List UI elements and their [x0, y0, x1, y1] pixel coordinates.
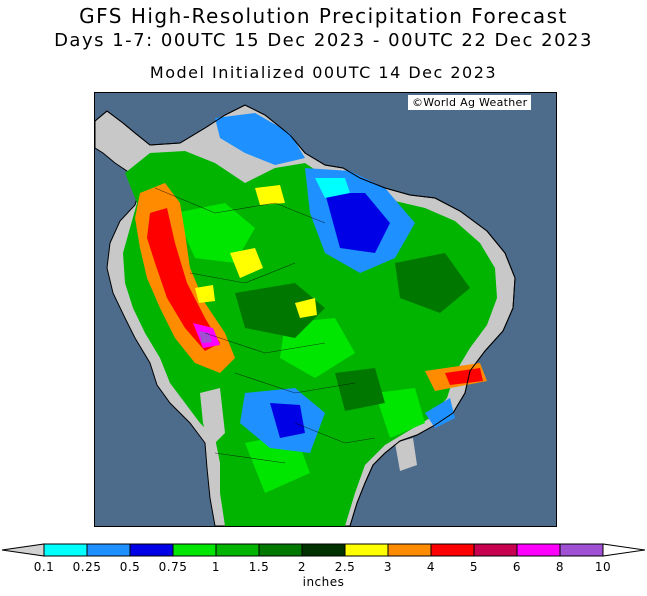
legend-swatch — [344, 543, 389, 557]
rain-darkgreen-3 — [335, 368, 385, 411]
legend-swatch — [559, 543, 604, 557]
rain-darkblue-amazon — [325, 193, 390, 253]
legend-swatch — [516, 543, 561, 557]
legend-tick-label: 2.5 — [335, 560, 356, 574]
legend-tick-label: 10 — [595, 560, 611, 574]
land-dry-south-2 — [395, 438, 417, 471]
legend-tick-label: 0.75 — [159, 560, 188, 574]
rain-yellow-3 — [295, 298, 317, 318]
rain-cyan-amazon — [315, 178, 350, 198]
rain-blue-east — [425, 398, 455, 428]
rain-yellow-2 — [255, 185, 285, 205]
forecast-period: Days 1-7: 00UTC 15 Dec 2023 - 00UTC 22 D… — [54, 30, 593, 51]
legend-swatch — [258, 543, 303, 557]
legend-above-arrow — [602, 543, 646, 557]
map-canvas — [95, 104, 516, 526]
rain-blue-north — [215, 113, 305, 165]
credit-label: ©World Ag Weather — [408, 95, 532, 110]
legend-colorbar: 0.1 0.25 0.5 0.75 1 1.5 2 2.5 3 4 5 6 8 10 inches — [1, 543, 646, 589]
precipitation-legend: 0.1 0.25 0.5 0.75 1 1.5 2 2.5 3 4 5 6 8 10 inches — [0, 540, 647, 596]
precipitation-map: ©World Ag Weather — [94, 92, 557, 527]
chart-title: GFS High-Resolution Precipitation Foreca… — [79, 4, 568, 28]
legend-unit-label: inches — [303, 575, 345, 589]
legend-swatch — [387, 543, 432, 557]
legend-tick-label: 5 — [470, 560, 478, 574]
rain-lightgreen-1 — [175, 203, 255, 263]
legend-swatch — [43, 543, 88, 557]
legend-tick-label: 0.1 — [34, 560, 55, 574]
rain-red-east — [445, 368, 483, 385]
legend-below-arrow — [1, 543, 45, 557]
legend-swatch — [430, 543, 475, 557]
rain-darkgreen-1 — [235, 283, 325, 338]
legend-tick-label: 1.5 — [249, 560, 270, 574]
legend-swatch — [473, 543, 518, 557]
legend-swatch — [215, 543, 260, 557]
rain-yellow-4 — [195, 285, 215, 303]
legend-swatch — [301, 543, 346, 557]
legend-swatch — [172, 543, 217, 557]
rain-lightgreen-3 — [375, 388, 425, 438]
legend-tick-label: 3 — [384, 560, 392, 574]
legend-tick-label: 6 — [513, 560, 521, 574]
legend-tick-label: 0.5 — [120, 560, 141, 574]
coastline — [95, 104, 516, 526]
rain-red-andes — [147, 208, 220, 351]
legend-tick-label: 1 — [212, 560, 220, 574]
legend-tick-label: 4 — [427, 560, 435, 574]
legend-tick-label: 8 — [556, 560, 564, 574]
legend-swatch — [86, 543, 131, 557]
rain-darkgreen-2 — [395, 253, 470, 313]
legend-tick-label: 0.25 — [73, 560, 102, 574]
legend-tick-label: 2 — [298, 560, 306, 574]
legend-swatch — [129, 543, 174, 557]
rain-darkblue-south — [270, 403, 305, 438]
country-borders — [154, 187, 376, 464]
model-init-time: Model Initialized 00UTC 14 Dec 2023 — [149, 63, 498, 82]
rain-yellow-1 — [230, 248, 263, 278]
land-dry-south-1 — [200, 388, 225, 448]
